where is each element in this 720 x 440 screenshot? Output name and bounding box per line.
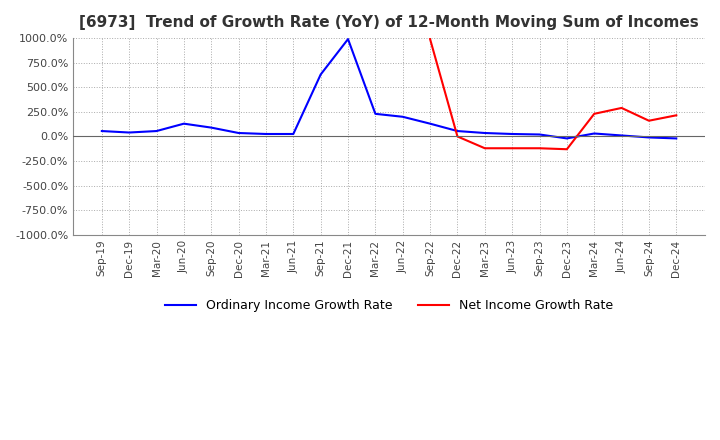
- Net Income Growth Rate: [617, 105, 626, 110]
- Ordinary Income Growth Rate: [152, 128, 161, 134]
- Ordinary Income Growth Rate: [426, 121, 434, 126]
- Ordinary Income Growth Rate: [97, 128, 106, 134]
- Net Income Growth Rate: [508, 146, 516, 151]
- Ordinary Income Growth Rate: [371, 111, 379, 117]
- Legend: Ordinary Income Growth Rate, Net Income Growth Rate: Ordinary Income Growth Rate, Net Income …: [160, 294, 618, 317]
- Ordinary Income Growth Rate: [590, 131, 598, 136]
- Line: Net Income Growth Rate: Net Income Growth Rate: [430, 39, 676, 149]
- Ordinary Income Growth Rate: [453, 128, 462, 134]
- Net Income Growth Rate: [590, 111, 598, 117]
- Net Income Growth Rate: [644, 118, 653, 123]
- Ordinary Income Growth Rate: [672, 136, 680, 141]
- Ordinary Income Growth Rate: [508, 132, 516, 137]
- Ordinary Income Growth Rate: [480, 130, 489, 136]
- Ordinary Income Growth Rate: [316, 72, 325, 77]
- Ordinary Income Growth Rate: [562, 136, 571, 141]
- Ordinary Income Growth Rate: [125, 130, 133, 135]
- Ordinary Income Growth Rate: [398, 114, 407, 119]
- Net Income Growth Rate: [426, 37, 434, 42]
- Ordinary Income Growth Rate: [179, 121, 188, 126]
- Ordinary Income Growth Rate: [289, 132, 297, 137]
- Net Income Growth Rate: [480, 146, 489, 151]
- Line: Ordinary Income Growth Rate: Ordinary Income Growth Rate: [102, 39, 676, 139]
- Ordinary Income Growth Rate: [617, 133, 626, 138]
- Title: [6973]  Trend of Growth Rate (YoY) of 12-Month Moving Sum of Incomes: [6973] Trend of Growth Rate (YoY) of 12-…: [79, 15, 699, 30]
- Net Income Growth Rate: [453, 134, 462, 139]
- Ordinary Income Growth Rate: [234, 130, 243, 136]
- Net Income Growth Rate: [672, 113, 680, 118]
- Ordinary Income Growth Rate: [207, 125, 215, 130]
- Ordinary Income Growth Rate: [535, 132, 544, 137]
- Net Income Growth Rate: [562, 147, 571, 152]
- Ordinary Income Growth Rate: [343, 37, 352, 42]
- Net Income Growth Rate: [535, 146, 544, 151]
- Ordinary Income Growth Rate: [644, 135, 653, 140]
- Ordinary Income Growth Rate: [261, 132, 270, 137]
